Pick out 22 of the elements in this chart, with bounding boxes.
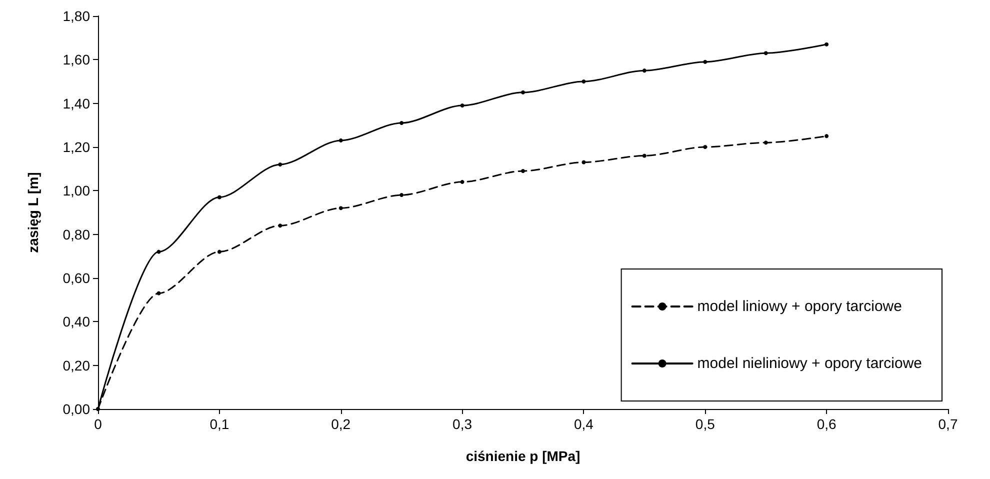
y-tick-label: 1,00: [62, 182, 90, 199]
x-tick-label: 0,3: [452, 416, 472, 432]
y-tick-label: 1,80: [62, 8, 90, 24]
y-tick-label: 1,60: [62, 52, 90, 68]
y-tick-label: 0,60: [62, 270, 90, 286]
x-tick-label: 0,5: [695, 416, 716, 432]
x-axis-title: ciśnienie p [MPa]: [466, 448, 580, 464]
x-tick-label: 0: [94, 416, 102, 432]
y-tick-label: 1,40: [62, 95, 90, 112]
y-tick-label: 0,00: [62, 401, 90, 417]
x-tick-label: 0,2: [331, 416, 351, 432]
y-tick-label: 0,20: [62, 357, 90, 374]
x-tick-label: 0,7: [938, 416, 958, 432]
x-tick-label: 0,6: [816, 416, 837, 432]
legend-label: model nieliniowy + opory tarciowe: [697, 355, 922, 372]
y-tick-label: 1,20: [62, 139, 90, 155]
x-tick-label: 0,4: [574, 416, 594, 432]
legend-label: model liniowy + opory tarciowe: [697, 298, 902, 315]
y-tick-label: 0,80: [62, 226, 90, 242]
x-tick-label: 0,1: [210, 416, 230, 432]
y-tick-label: 0,40: [62, 314, 90, 330]
y-axis-title: zasięg L [m]: [25, 172, 41, 253]
